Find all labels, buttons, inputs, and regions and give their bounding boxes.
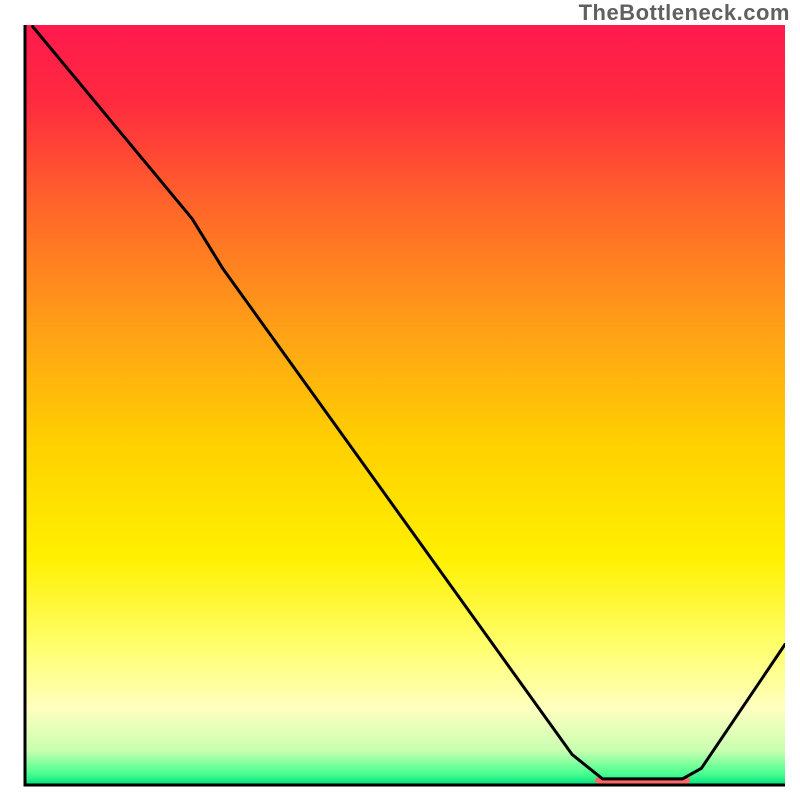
watermark-text: TheBottleneck.com [579,0,790,26]
bottleneck-chart [15,25,785,795]
gradient-background [25,25,785,785]
chart-container [15,25,785,795]
